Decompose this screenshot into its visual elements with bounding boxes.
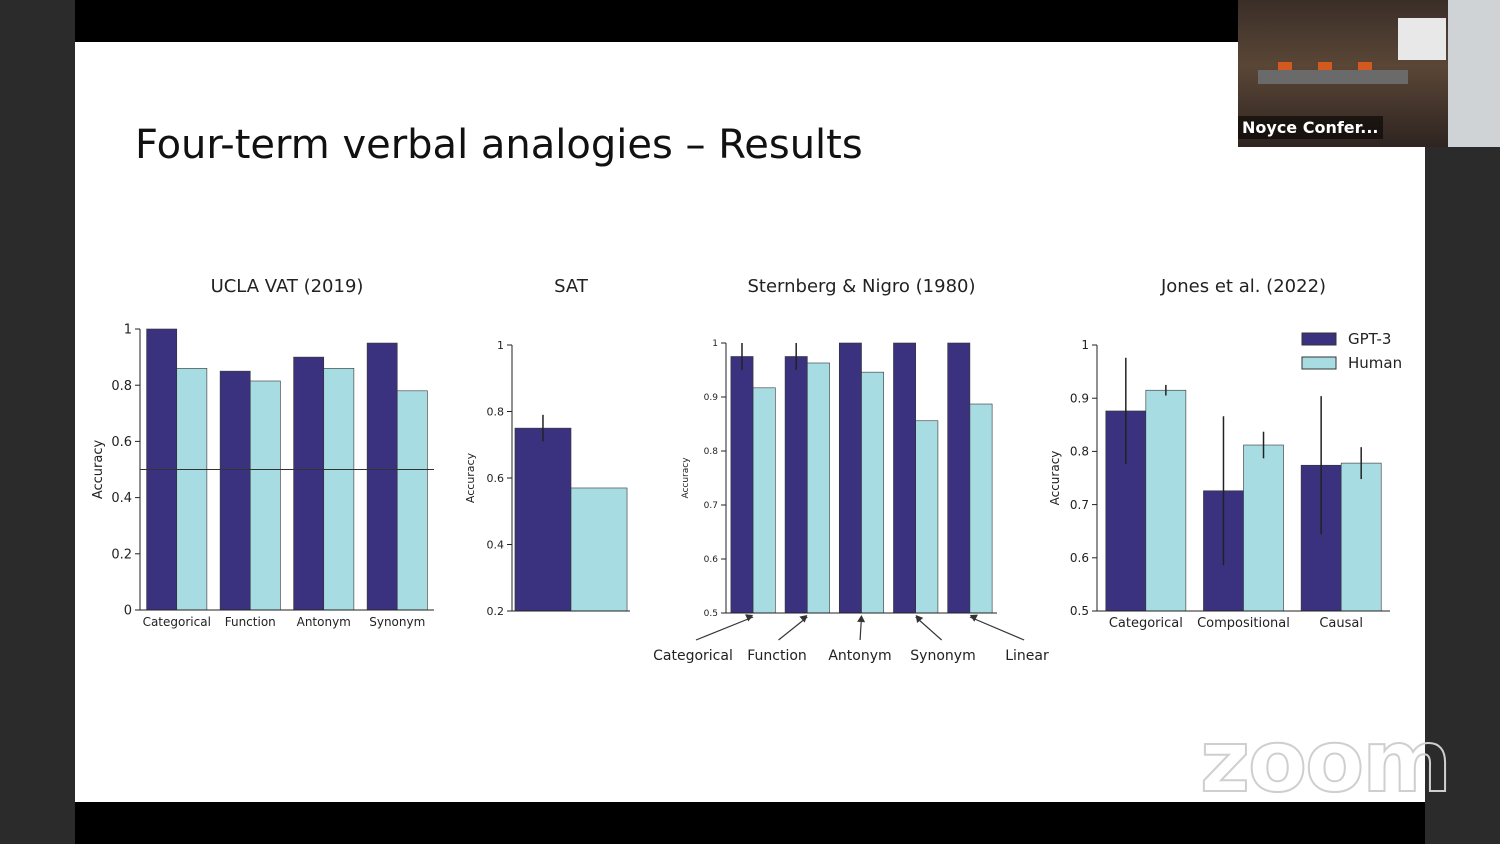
y-tick-label: 0.6 bbox=[111, 435, 132, 450]
arrow-head bbox=[799, 615, 808, 623]
video-scene bbox=[1448, 0, 1500, 147]
y-tick-label: 0.2 bbox=[487, 605, 505, 618]
bar bbox=[514, 427, 572, 612]
y-tick-label: 0.8 bbox=[487, 405, 505, 418]
bar bbox=[1145, 389, 1187, 612]
bar bbox=[893, 342, 917, 614]
arrow-head bbox=[969, 614, 978, 622]
bar bbox=[806, 362, 830, 614]
arrow-head bbox=[857, 615, 866, 623]
zoom-watermark: zoom bbox=[1199, 711, 1453, 813]
y-tick-label: 0.6 bbox=[487, 472, 505, 485]
legend-label: Human bbox=[1348, 354, 1402, 372]
bar bbox=[1243, 444, 1284, 612]
window-edge bbox=[0, 0, 75, 844]
bar bbox=[752, 387, 776, 614]
legend-swatch bbox=[1301, 356, 1337, 370]
x-tick-label: Categorical bbox=[143, 615, 211, 629]
annotation-arrow bbox=[969, 616, 1025, 641]
y-tick-label: 0 bbox=[124, 604, 132, 619]
x-tick-label: Compositional bbox=[1197, 616, 1290, 631]
x-tick-label: Synonym bbox=[369, 615, 425, 629]
bar bbox=[784, 356, 808, 614]
y-tick-label: 0.6 bbox=[704, 555, 719, 565]
chart-title: Sternberg & Nigro (1980) bbox=[747, 276, 975, 297]
bar bbox=[1340, 462, 1382, 612]
chart-title: UCLA VAT (2019) bbox=[211, 276, 364, 297]
x-tick-label: Antonym bbox=[297, 615, 351, 629]
y-tick-label: 0.4 bbox=[487, 538, 505, 551]
x-tick-label: Categorical bbox=[1109, 616, 1183, 631]
x-tick-label: Function bbox=[747, 648, 807, 664]
bar bbox=[730, 356, 754, 614]
x-tick-label: Synonym bbox=[910, 648, 975, 664]
y-tick-label: 0.7 bbox=[1070, 498, 1089, 512]
video-scene bbox=[1258, 70, 1408, 84]
x-tick-label: Antonym bbox=[828, 648, 891, 664]
y-tick-label: 0.9 bbox=[704, 393, 719, 403]
x-tick-label: Categorical bbox=[653, 648, 733, 664]
x-tick-label: Linear bbox=[1005, 648, 1049, 664]
y-tick-label: 0.5 bbox=[704, 609, 718, 619]
y-tick-label: 1 bbox=[497, 339, 504, 352]
bar bbox=[219, 370, 251, 611]
bar bbox=[249, 380, 281, 611]
slide-title: Four-term verbal analogies – Results bbox=[135, 122, 863, 168]
arrow-head bbox=[745, 614, 754, 622]
bar bbox=[838, 342, 862, 614]
y-tick-label: 0.6 bbox=[1070, 551, 1089, 565]
y-tick-label: 0.2 bbox=[111, 547, 132, 562]
bar bbox=[293, 356, 325, 611]
y-tick-label: 0.4 bbox=[111, 491, 132, 506]
bar bbox=[915, 420, 939, 614]
x-tick-label: Causal bbox=[1319, 616, 1363, 631]
y-axis-label: Accuracy bbox=[464, 452, 477, 503]
annotation-arrow bbox=[695, 616, 754, 641]
x-tick-label: Function bbox=[225, 615, 276, 629]
annotation-arrow bbox=[778, 616, 808, 641]
y-axis-label: Accuracy bbox=[1048, 451, 1062, 506]
video-scene bbox=[1398, 18, 1446, 60]
y-tick-label: 0.8 bbox=[1070, 445, 1089, 459]
participant-video[interactable]: Noyce Confer... bbox=[1238, 0, 1500, 147]
chart-title: Jones et al. (2022) bbox=[1160, 276, 1326, 297]
window-edge bbox=[1425, 147, 1500, 844]
y-tick-label: 1 bbox=[712, 339, 718, 349]
bar bbox=[570, 487, 628, 612]
y-tick-label: 0.7 bbox=[704, 501, 718, 511]
annotation-arrow bbox=[915, 616, 943, 641]
y-tick-label: 1 bbox=[124, 323, 132, 338]
y-tick-label: 1 bbox=[1081, 338, 1089, 352]
participant-name: Noyce Confer... bbox=[1238, 116, 1383, 139]
arrow-head bbox=[915, 615, 924, 623]
y-tick-label: 0.9 bbox=[1070, 391, 1089, 405]
y-tick-label: 0.8 bbox=[111, 379, 132, 394]
chart-title: SAT bbox=[554, 276, 589, 297]
y-tick-label: 0.8 bbox=[704, 447, 719, 457]
bar bbox=[861, 371, 885, 614]
bar bbox=[176, 368, 208, 611]
y-axis-label: Accuracy bbox=[681, 457, 691, 499]
bar bbox=[969, 403, 993, 614]
y-tick-label: 0.5 bbox=[1070, 604, 1089, 618]
bar bbox=[323, 368, 355, 611]
legend-swatch bbox=[1301, 332, 1337, 346]
legend-label: GPT-3 bbox=[1348, 330, 1391, 348]
bar bbox=[947, 342, 971, 614]
bar bbox=[366, 342, 398, 611]
bar bbox=[396, 390, 428, 611]
y-axis-label: Accuracy bbox=[91, 440, 106, 500]
